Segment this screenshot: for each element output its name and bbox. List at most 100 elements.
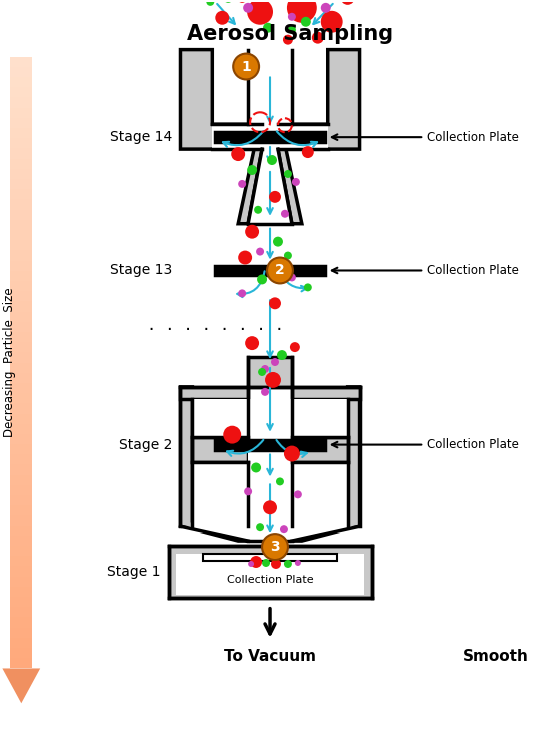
Text: Stage 2: Stage 2 <box>119 438 173 452</box>
Circle shape <box>341 0 355 5</box>
Polygon shape <box>10 373 32 383</box>
Polygon shape <box>10 352 32 363</box>
Circle shape <box>247 165 257 175</box>
Circle shape <box>321 3 330 13</box>
Polygon shape <box>10 658 32 668</box>
Polygon shape <box>10 526 32 536</box>
Polygon shape <box>10 393 32 404</box>
Circle shape <box>237 0 247 3</box>
Polygon shape <box>215 132 325 142</box>
Circle shape <box>277 350 287 360</box>
Text: Stage 1: Stage 1 <box>107 565 161 579</box>
Polygon shape <box>10 138 32 148</box>
Text: Collection Plate: Collection Plate <box>427 438 519 451</box>
Circle shape <box>262 534 288 560</box>
Circle shape <box>245 336 259 350</box>
Polygon shape <box>10 128 32 138</box>
Text: Decreasing  Particle  Size: Decreasing Particle Size <box>3 288 16 437</box>
Polygon shape <box>292 436 347 461</box>
Polygon shape <box>10 464 32 474</box>
Polygon shape <box>10 607 32 618</box>
Polygon shape <box>10 311 32 322</box>
Circle shape <box>280 525 288 533</box>
Circle shape <box>223 0 233 3</box>
Polygon shape <box>248 149 292 224</box>
Polygon shape <box>192 461 347 541</box>
Polygon shape <box>10 200 32 210</box>
Polygon shape <box>10 322 32 332</box>
Circle shape <box>261 365 269 373</box>
Circle shape <box>263 500 277 514</box>
Polygon shape <box>10 67 32 77</box>
Polygon shape <box>10 505 32 515</box>
Polygon shape <box>10 536 32 546</box>
Circle shape <box>304 284 312 292</box>
Circle shape <box>262 559 270 567</box>
Circle shape <box>292 178 300 186</box>
Circle shape <box>248 561 254 567</box>
Text: To Vacuum: To Vacuum <box>224 648 316 664</box>
Polygon shape <box>192 436 248 461</box>
Circle shape <box>281 210 289 218</box>
Circle shape <box>257 274 267 284</box>
Polygon shape <box>10 546 32 556</box>
Text: Stage 14: Stage 14 <box>110 130 173 144</box>
Polygon shape <box>10 210 32 220</box>
Circle shape <box>233 53 259 80</box>
Polygon shape <box>10 638 32 648</box>
Circle shape <box>254 206 262 213</box>
Circle shape <box>238 180 246 188</box>
Polygon shape <box>10 270 32 281</box>
Polygon shape <box>292 387 359 541</box>
Circle shape <box>271 559 281 569</box>
Polygon shape <box>10 260 32 270</box>
Polygon shape <box>10 342 32 352</box>
Text: 3: 3 <box>270 540 280 554</box>
Polygon shape <box>10 118 32 128</box>
Circle shape <box>215 11 229 25</box>
Circle shape <box>231 147 245 161</box>
Polygon shape <box>10 87 32 97</box>
Circle shape <box>288 26 296 34</box>
Circle shape <box>288 13 296 20</box>
Circle shape <box>238 251 252 265</box>
Circle shape <box>238 289 246 298</box>
Polygon shape <box>10 301 32 311</box>
Circle shape <box>243 3 253 13</box>
Circle shape <box>288 273 296 281</box>
Polygon shape <box>10 97 32 107</box>
Circle shape <box>302 146 314 158</box>
Polygon shape <box>10 332 32 342</box>
Polygon shape <box>212 124 328 149</box>
Text: Stage 13: Stage 13 <box>110 263 173 278</box>
Circle shape <box>283 34 293 45</box>
Circle shape <box>284 170 292 178</box>
Circle shape <box>269 298 281 309</box>
Polygon shape <box>10 230 32 240</box>
Polygon shape <box>10 189 32 200</box>
Text: . . . . . . . .: . . . . . . . . <box>147 318 284 333</box>
Polygon shape <box>10 240 32 250</box>
Polygon shape <box>215 439 325 450</box>
Polygon shape <box>176 554 363 595</box>
Polygon shape <box>10 414 32 424</box>
Text: 1: 1 <box>241 59 251 74</box>
Circle shape <box>287 0 317 23</box>
Polygon shape <box>248 436 292 461</box>
Polygon shape <box>10 587 32 597</box>
Polygon shape <box>10 424 32 434</box>
Polygon shape <box>10 148 32 159</box>
Polygon shape <box>10 597 32 607</box>
Polygon shape <box>10 556 32 567</box>
Polygon shape <box>10 648 32 658</box>
Polygon shape <box>292 387 359 399</box>
Polygon shape <box>10 169 32 179</box>
Polygon shape <box>10 291 32 301</box>
Circle shape <box>276 477 284 485</box>
Circle shape <box>244 488 252 496</box>
Polygon shape <box>248 357 292 387</box>
Text: Smooth: Smooth <box>463 648 529 664</box>
Polygon shape <box>10 404 32 414</box>
Polygon shape <box>180 387 248 399</box>
Text: Aerosol Sampling: Aerosol Sampling <box>187 23 393 44</box>
